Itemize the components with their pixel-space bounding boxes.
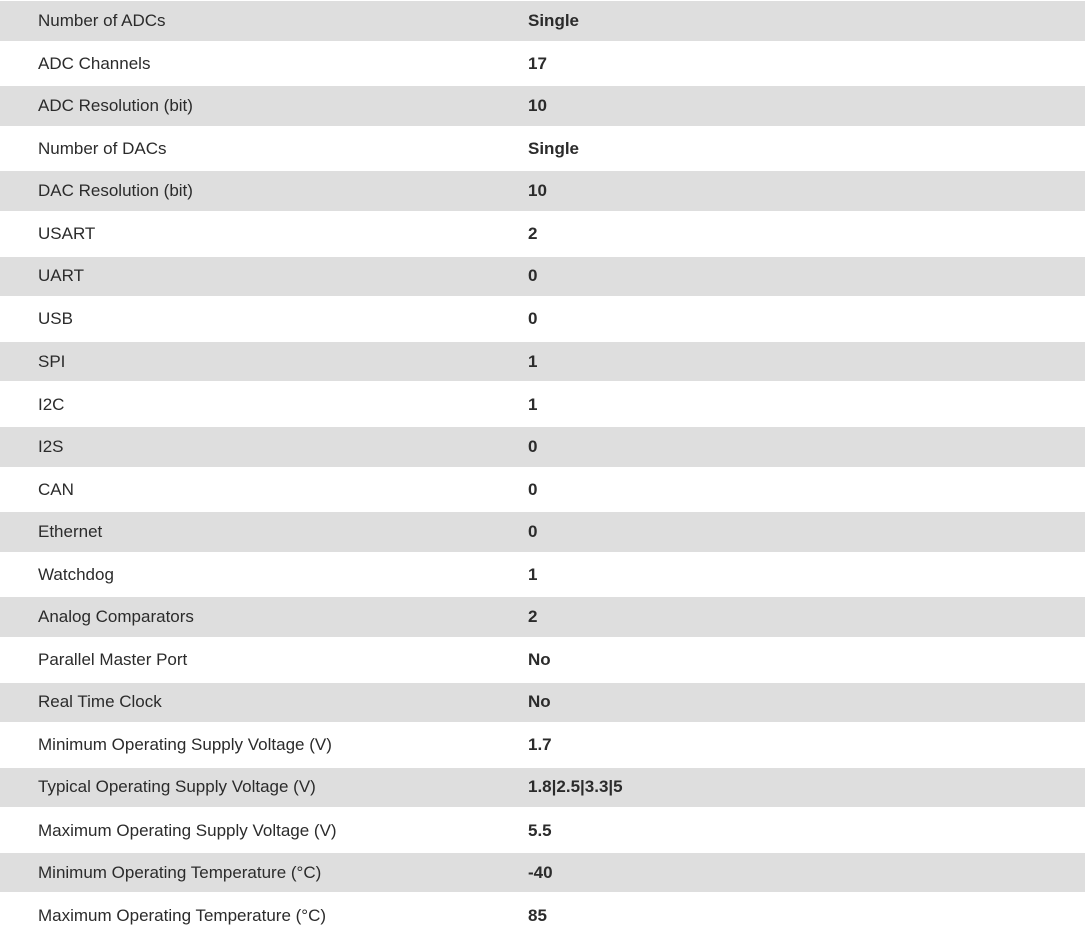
spec-value: -40 xyxy=(528,862,553,882)
spec-value: 2 xyxy=(528,607,538,627)
spec-value: 1 xyxy=(528,394,538,414)
spec-value: 1 xyxy=(528,565,538,585)
spec-value: 2 xyxy=(528,224,538,244)
spec-value: 0 xyxy=(528,266,538,286)
spec-label: Maximum Operating Temperature (°C) xyxy=(38,905,327,925)
spec-label: UART xyxy=(38,266,84,286)
table-row: Watchdog 1 xyxy=(0,554,1085,597)
spec-value: 0 xyxy=(528,479,538,499)
spec-label: I2C xyxy=(38,394,65,414)
table-row: CAN 0 xyxy=(0,469,1085,512)
spec-value: No xyxy=(528,692,551,712)
spec-label: Typical Operating Supply Voltage (V) xyxy=(38,777,316,797)
spec-value: 1.8|2.5|3.3|5 xyxy=(528,777,623,797)
spec-label: Maximum Operating Supply Voltage (V) xyxy=(38,820,337,840)
table-row: Number of DACs Single xyxy=(0,128,1085,171)
spec-label: USB xyxy=(38,309,73,329)
table-row: UART 0 xyxy=(0,255,1085,299)
spec-label: Watchdog xyxy=(38,565,114,585)
spec-label: Minimum Operating Supply Voltage (V) xyxy=(38,735,332,755)
spec-value: 10 xyxy=(528,181,547,201)
table-row: I2C 1 xyxy=(0,383,1085,426)
table-row: ADC Channels 17 xyxy=(0,43,1085,86)
spec-label: DAC Resolution (bit) xyxy=(38,181,193,201)
spec-label: Real Time Clock xyxy=(38,692,162,712)
spec-label: USART xyxy=(38,224,96,244)
spec-value: 0 xyxy=(528,521,538,541)
table-row: Real Time Clock No xyxy=(0,681,1085,725)
spec-value: Single xyxy=(528,10,580,30)
spec-label: Number of DACs xyxy=(38,139,167,159)
spec-label: I2S xyxy=(38,436,64,456)
spec-value: 0 xyxy=(528,436,538,456)
table-row: Maximum Operating Supply Voltage (V) 5.5 xyxy=(0,809,1085,852)
spec-value: 17 xyxy=(528,53,547,73)
spec-value: No xyxy=(528,650,551,670)
spec-value: 1.7 xyxy=(528,735,552,755)
spec-label: ADC Resolution (bit) xyxy=(38,95,193,115)
spec-value: 0 xyxy=(528,309,538,329)
spec-value: 1 xyxy=(528,351,538,371)
table-row: SPI 1 xyxy=(0,340,1085,384)
table-row: Minimum Operating Supply Voltage (V) 1.7 xyxy=(0,724,1085,767)
spec-label: SPI xyxy=(38,351,66,371)
table-row: Number of ADCs Single xyxy=(0,0,1085,43)
table-row: Typical Operating Supply Voltage (V) 1.8|… xyxy=(0,766,1085,810)
spec-label: Minimum Operating Temperature (°C) xyxy=(38,862,322,882)
table-row: ADC Resolution (bit) 10 xyxy=(0,85,1085,128)
spec-value: 85 xyxy=(528,905,547,925)
spec-label: ADC Channels xyxy=(38,53,151,73)
table-row: DAC Resolution (bit) 10 xyxy=(0,170,1085,213)
spec-value: 5.5 xyxy=(528,820,552,840)
spec-label: Parallel Master Port xyxy=(38,650,188,670)
table-row: Ethernet 0 xyxy=(0,511,1085,554)
spec-label: Number of ADCs xyxy=(38,10,166,30)
table-row: USART 2 xyxy=(0,213,1085,256)
spec-label: CAN xyxy=(38,479,74,499)
spec-value: Single xyxy=(528,139,580,159)
table-row: Minimum Operating Temperature (°C) -40 xyxy=(0,851,1085,895)
table-row: Analog Comparators 2 xyxy=(0,596,1085,639)
table-row: USB 0 xyxy=(0,298,1085,341)
table-row: Parallel Master Port No xyxy=(0,639,1085,682)
spec-label: Ethernet xyxy=(38,521,103,541)
spec-value: 10 xyxy=(528,95,547,115)
table-row: Maximum Operating Temperature (°C) 85 xyxy=(0,894,1085,937)
spec-label: Analog Comparators xyxy=(38,607,194,627)
table-row: I2S 0 xyxy=(0,425,1085,469)
